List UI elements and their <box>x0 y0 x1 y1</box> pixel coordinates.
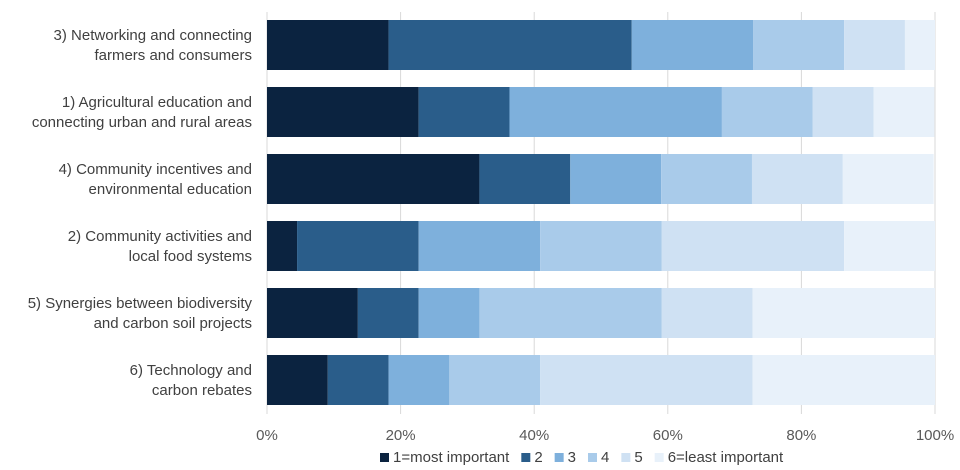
legend-swatch <box>380 453 389 462</box>
legend-label: 1=most important <box>393 449 510 466</box>
bar-segment <box>570 154 662 204</box>
bar-segment <box>661 154 752 204</box>
bar-segment <box>844 20 905 70</box>
bar-segment <box>267 221 298 271</box>
legend-label: 3 <box>568 449 576 466</box>
x-tick-label: 60% <box>653 427 683 444</box>
bar-segment <box>873 87 935 137</box>
bar-segment <box>479 288 662 338</box>
bar-segment <box>297 221 419 271</box>
x-tick-label: 20% <box>386 427 416 444</box>
legend-label: 5 <box>634 449 642 466</box>
category-label: 5) Synergies between biodiversity <box>28 295 253 312</box>
legend-label: 2 <box>534 449 542 466</box>
category-label: farmers and consumers <box>94 47 252 64</box>
x-axis-ticks: 0% 20% 40% 60% 80% 100% <box>256 427 954 444</box>
bars <box>267 20 935 405</box>
legend: 1=most important 2 3 4 5 6=least important <box>380 449 784 466</box>
category-label: connecting urban and rural areas <box>32 114 252 131</box>
bar-segment <box>752 355 935 405</box>
bar-segment <box>479 154 571 204</box>
category-label: 1) Agricultural education and <box>62 94 252 111</box>
bar-segment <box>661 288 753 338</box>
category-label: carbon rebates <box>152 382 252 399</box>
bar-segment <box>540 221 662 271</box>
legend-label: 6=least important <box>668 449 784 466</box>
category-label: environmental education <box>89 181 252 198</box>
bar-segment <box>904 20 935 70</box>
category-label: 6) Technology and <box>130 362 252 379</box>
bar-segment <box>449 355 541 405</box>
bar-segment <box>388 20 632 70</box>
legend-swatch <box>621 453 631 462</box>
category-label: and carbon soil projects <box>94 315 252 332</box>
legend-label: 4 <box>601 449 609 466</box>
gridlines <box>266 12 936 414</box>
category-label: 3) Networking and connecting <box>54 27 252 44</box>
bar-segment <box>388 355 450 405</box>
bar-segment <box>812 87 874 137</box>
bar-segment <box>267 87 419 137</box>
x-tick-label: 40% <box>519 427 549 444</box>
category-label: 2) Community activities and <box>68 228 252 245</box>
category-labels: 3) Networking and connecting farmers and … <box>28 27 253 399</box>
bar-segment <box>418 221 541 271</box>
bar-segment <box>631 20 754 70</box>
bar-segment <box>267 288 358 338</box>
bar-segment <box>509 87 722 137</box>
legend-swatch <box>654 453 664 462</box>
bar-segment <box>327 355 389 405</box>
bar-segment <box>267 154 480 204</box>
bar-segment <box>418 87 510 137</box>
x-tick-label: 0% <box>256 427 278 444</box>
bar-segment <box>540 355 753 405</box>
legend-swatch <box>521 453 531 462</box>
bar-segment <box>721 87 813 137</box>
bar-segment <box>357 288 419 338</box>
legend-swatch <box>588 453 597 462</box>
bar-segment <box>661 221 845 271</box>
x-tick-label: 100% <box>916 427 954 444</box>
bar-segment <box>842 154 934 204</box>
legend-swatch <box>554 453 564 462</box>
bar-segment <box>418 288 480 338</box>
bar-segment <box>751 154 843 204</box>
category-label: local food systems <box>129 248 252 265</box>
bar-segment <box>844 221 935 271</box>
bar-segment <box>752 288 935 338</box>
bar-segment <box>753 20 845 70</box>
x-tick-label: 80% <box>786 427 816 444</box>
bar-segment <box>267 20 389 70</box>
bar-segment <box>267 355 328 405</box>
category-label: 4) Community incentives and <box>59 161 252 178</box>
